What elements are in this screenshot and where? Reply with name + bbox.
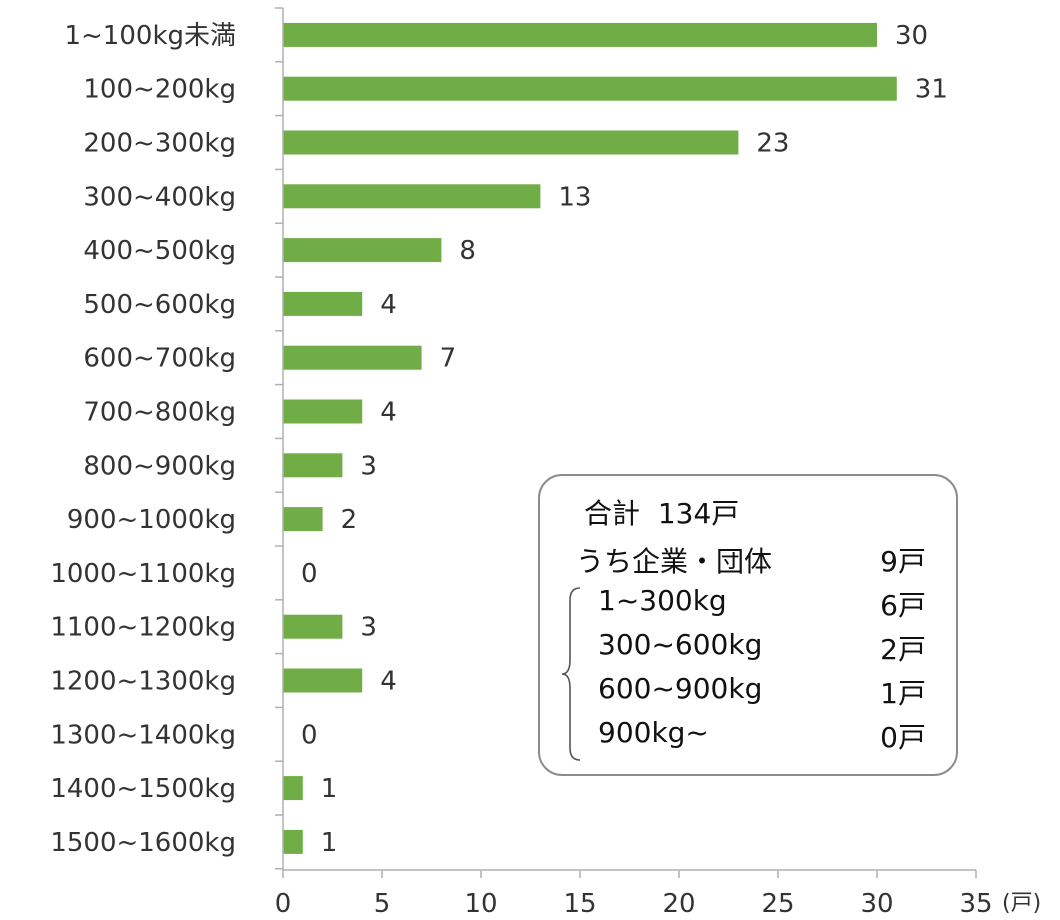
data-label: 1 <box>321 774 338 804</box>
bars-layer <box>283 22 897 854</box>
category-label: 600~700kg <box>83 344 236 374</box>
x-tick-label: 25 <box>761 889 794 919</box>
bar <box>283 22 877 47</box>
data-label: 1 <box>321 828 338 858</box>
category-label: 800~900kg <box>83 451 236 481</box>
data-label: 4 <box>380 290 397 320</box>
bar <box>283 776 303 801</box>
breakdown-count-0: 6戸 <box>880 589 926 622</box>
breakdown-range-1: 300~600kg <box>598 628 763 661</box>
x-tick-label: 10 <box>464 889 497 919</box>
data-label: 31 <box>915 75 948 105</box>
category-label: 1000~1100kg <box>50 559 236 589</box>
data-label: 0 <box>301 720 318 750</box>
data-label: 13 <box>558 182 591 212</box>
bar <box>283 453 343 478</box>
category-label: 1200~1300kg <box>50 667 236 697</box>
bar <box>283 291 363 316</box>
bar <box>283 76 897 101</box>
summary-corp-value: 9戸 <box>880 545 926 578</box>
category-label: 1100~1200kg <box>50 613 236 643</box>
breakdown-count-3: 0戸 <box>880 721 926 754</box>
category-label: 200~300kg <box>83 129 236 159</box>
category-label: 900~1000kg <box>67 505 236 535</box>
bar <box>283 614 343 639</box>
x-tick-label: 20 <box>662 889 695 919</box>
summary-corp-label: うち企業・団体 <box>576 545 773 578</box>
data-label: 23 <box>756 129 789 159</box>
data-label: 4 <box>380 667 397 697</box>
x-axis-unit: (戸) <box>1002 891 1041 916</box>
data-label: 4 <box>380 398 397 428</box>
bar <box>283 668 363 693</box>
bar <box>283 507 323 532</box>
breakdown-range-3: 900kg~ <box>598 716 709 749</box>
bar <box>283 130 739 155</box>
bar <box>283 829 303 854</box>
bar <box>283 238 442 263</box>
data-label: 2 <box>341 505 358 535</box>
x-tick-label: 0 <box>275 889 292 919</box>
x-tick-label: 15 <box>563 889 596 919</box>
summary-box: 合計 134戸 うち企業・団体 9戸 1~300kg 6戸 300~600kg … <box>538 474 958 776</box>
breakdown-count-1: 2戸 <box>880 633 926 666</box>
breakdown-range-2: 600~900kg <box>598 672 763 705</box>
category-label: 700~800kg <box>83 398 236 428</box>
data-label: 3 <box>360 451 377 481</box>
data-label: 8 <box>459 236 476 266</box>
data-label: 0 <box>301 559 318 589</box>
bar <box>283 345 422 370</box>
category-label: 1~100kg未満 <box>64 21 236 51</box>
x-tick-label: 35 <box>959 889 992 919</box>
summary-total-value: 134戸 <box>657 497 740 530</box>
brace-icon <box>561 587 581 761</box>
bar <box>283 184 541 209</box>
data-label: 3 <box>360 613 377 643</box>
summary-total-label: 合計 <box>584 497 641 530</box>
category-label: 1500~1600kg <box>50 828 236 858</box>
category-label: 500~600kg <box>83 290 236 320</box>
category-label: 300~400kg <box>83 182 236 212</box>
category-label: 400~500kg <box>83 236 236 266</box>
breakdown-range-0: 1~300kg <box>598 584 727 617</box>
data-label: 30 <box>895 21 928 51</box>
x-tick-label: 5 <box>374 889 391 919</box>
axis-layer <box>275 7 977 878</box>
data-label: 7 <box>440 344 457 374</box>
summary-total: 合計 134戸 <box>584 492 739 532</box>
x-tick-label: 30 <box>860 889 893 919</box>
bar <box>283 399 363 424</box>
category-label: 1400~1500kg <box>50 774 236 804</box>
breakdown-count-2: 1戸 <box>880 677 926 710</box>
category-label: 100~200kg <box>83 75 236 105</box>
category-label: 1300~1400kg <box>50 720 236 750</box>
